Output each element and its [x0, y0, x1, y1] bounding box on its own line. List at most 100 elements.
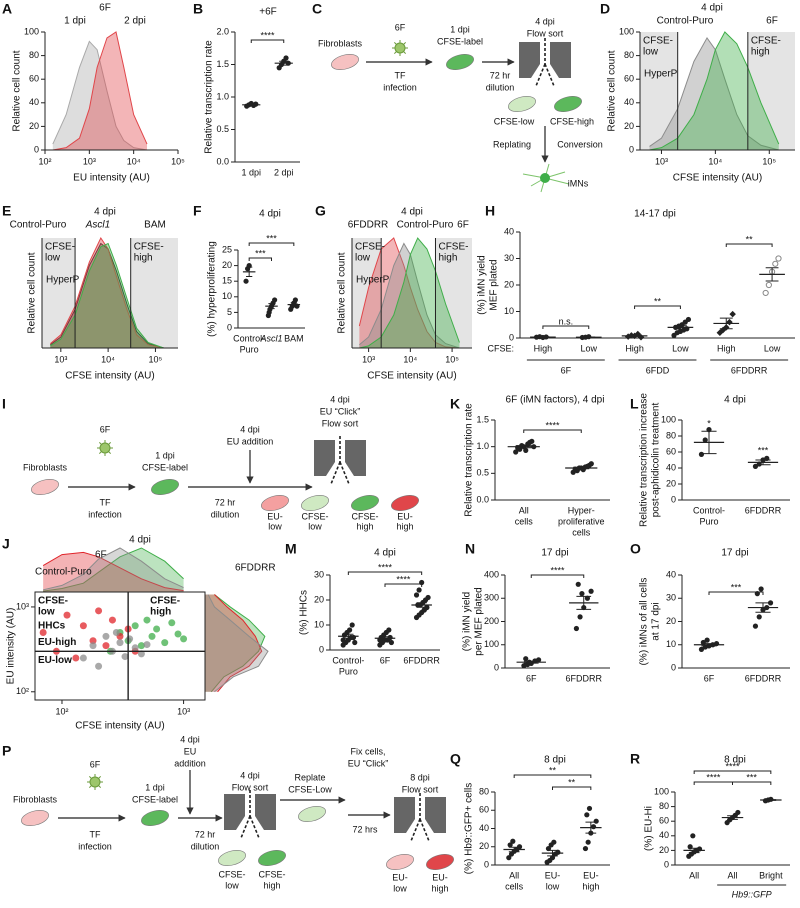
diagram-label: CFSE-label [132, 794, 178, 804]
x-tick-label: 6FDDRR [745, 673, 782, 683]
panel-letter: G [315, 203, 326, 219]
gate-label: CFSE- [643, 36, 673, 47]
scatter-point [112, 628, 120, 636]
panel-letter: F [193, 203, 202, 219]
x-tick-label: Control- [332, 655, 364, 665]
panel-letter: O [630, 541, 641, 557]
marginal-line [43, 547, 184, 592]
sig-label: *** [746, 772, 757, 782]
gate-label: CFSE- [45, 242, 75, 253]
y-tick-label: 20 [666, 616, 676, 626]
sig-bracket [708, 591, 764, 595]
panel-title: 4 dpi [129, 535, 151, 546]
gate-shade [640, 32, 678, 150]
x-tick-label: 6F [526, 673, 537, 683]
x-tick-label: High [534, 343, 553, 353]
data-point [266, 309, 272, 315]
x-tick-label: 10³ [177, 706, 190, 716]
gate-label: CFSE- [438, 242, 468, 253]
sorter [224, 794, 245, 830]
diagram-label: dilution [211, 509, 240, 519]
error-bar [688, 847, 700, 854]
y-tick-label: 100 [24, 26, 39, 36]
sig-bracket [248, 242, 295, 246]
x-tick-label: high [582, 881, 599, 891]
sig-bracket [552, 786, 592, 790]
error-bar [719, 317, 733, 330]
y-axis-label: (%) Hb9::GFP+ cells [464, 783, 475, 874]
sig-bracket [732, 781, 772, 785]
x-tick-label: High [717, 343, 736, 353]
diagram-label: high [263, 880, 280, 890]
diagram-label: addition [174, 758, 206, 768]
sort-stream [249, 815, 260, 839]
x-axis-label: EU intensity (AU) [73, 173, 150, 184]
quadrant-label: EU-low [38, 655, 72, 666]
scatter-point [121, 653, 129, 661]
diagram-label: TF [100, 497, 111, 507]
gate-label: high [751, 47, 770, 58]
data-point [585, 839, 591, 845]
y-tick-label: 80 [659, 801, 669, 811]
diagram-label: TF [395, 70, 406, 80]
y-tick-label: 0 [509, 332, 514, 342]
marginal-fill [205, 594, 262, 692]
y-axis-label: Relative transcription rate [204, 40, 215, 154]
x-tick-label: All [519, 505, 529, 515]
y-tick-label: 0 [629, 144, 634, 154]
data-point [752, 623, 759, 629]
y-axis-label: (%) EU-Hi [644, 806, 655, 851]
data-point [704, 637, 710, 643]
data-point [243, 278, 249, 284]
panel-title: 4 dpi [701, 3, 723, 14]
hist-line [50, 236, 164, 349]
y-axis-label: EU intensity (AU) [6, 608, 17, 685]
legend-label: Control-Puro [10, 220, 67, 231]
panel-letter: H [485, 203, 495, 219]
data-point [772, 260, 779, 267]
virus-spike [88, 785, 92, 789]
quadrant-label: HHCs [38, 621, 66, 632]
y-tick-label: 200 [484, 616, 499, 626]
sig-label: **** [706, 772, 721, 782]
cell [508, 96, 536, 112]
panel-letter: P [2, 743, 11, 759]
diagram-label: Conversion [557, 139, 603, 149]
panel-letter: K [450, 396, 460, 412]
sig-label: **** [396, 574, 411, 584]
data-point [388, 639, 395, 646]
sort-stream [240, 815, 251, 839]
x-axis-label: CFSE: [487, 343, 514, 353]
x-tick-label: cells [572, 527, 591, 537]
x-tick-label: EU- [583, 870, 599, 880]
x-tick-label: 10³ [54, 354, 67, 364]
sig-bracket [530, 574, 585, 578]
quadrant-label: EU-high [38, 637, 76, 648]
y-tick-label: 80 [666, 430, 676, 440]
scatter-point [108, 616, 116, 624]
diagram-label: CFSE-high [550, 116, 594, 126]
x-tick-label: BAM [284, 333, 304, 343]
data-point [690, 833, 696, 839]
y-axis-label: Relative transcription increase [639, 393, 650, 527]
data-point [573, 625, 580, 632]
diagram-label: dilution [486, 82, 515, 92]
legend-label: Control-Puro [657, 16, 714, 27]
y-tick-label: 100 [661, 414, 676, 424]
data-point [735, 809, 741, 816]
y-tick-label: 40 [29, 97, 39, 107]
sig-bracket [513, 774, 592, 778]
y-axis-label: per MEF plated [474, 587, 485, 655]
y-tick-label: 0.0 [216, 156, 229, 166]
hist-fill [359, 238, 460, 348]
y-tick-label: 1.0 [216, 91, 229, 101]
x-tick-label: 10³ [83, 156, 96, 166]
sorter [345, 440, 366, 476]
sig-label: ** [568, 777, 576, 787]
legend-label: 6FDDRR [235, 563, 276, 574]
y-tick-label: 30 [666, 593, 676, 603]
y-tick-label: 30 [504, 253, 514, 263]
scatter-point [79, 654, 87, 662]
data-point [698, 646, 705, 653]
data-point [352, 639, 358, 646]
